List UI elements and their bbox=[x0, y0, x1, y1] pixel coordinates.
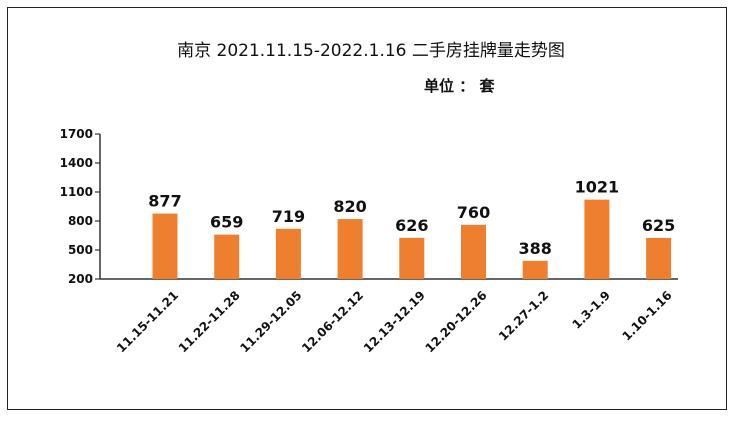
chart-title: 南京 2021.11.15-2022.1.16 二手房挂牌量走势图 bbox=[177, 41, 565, 61]
bar-value-label: 877 bbox=[148, 192, 181, 211]
bar-value-label: 820 bbox=[333, 197, 366, 216]
bar bbox=[461, 224, 486, 279]
y-tick-label: 500 bbox=[68, 243, 93, 257]
x-tick-label: 12.27-1.2 bbox=[496, 288, 551, 343]
bar-value-label: 625 bbox=[642, 216, 675, 235]
x-tick-label: 11.15-11.21 bbox=[114, 288, 181, 355]
x-tick-label: 11.22-11.28 bbox=[176, 288, 243, 355]
x-ticks: 11.15-11.2111.22-11.2811.29-12.0512.06-1… bbox=[114, 288, 675, 355]
bar bbox=[522, 260, 548, 279]
y-tick-label: 1700 bbox=[60, 127, 93, 141]
bar bbox=[399, 237, 425, 279]
bars bbox=[152, 199, 672, 279]
y-tick-label: 200 bbox=[68, 272, 93, 286]
unit-label: 单位 ： 套 bbox=[424, 77, 495, 95]
y-tick-label: 800 bbox=[68, 214, 93, 228]
bar bbox=[214, 234, 240, 279]
bar-value-label: 760 bbox=[457, 203, 490, 222]
bar bbox=[584, 199, 610, 279]
bar bbox=[275, 228, 301, 279]
bar-value-label: 659 bbox=[210, 213, 243, 232]
x-tick-label: 12.06-12.12 bbox=[299, 288, 366, 355]
x-tick-label: 1.10-1.16 bbox=[619, 288, 674, 343]
bar bbox=[646, 237, 672, 279]
y-tick-label: 1100 bbox=[60, 185, 93, 199]
bar bbox=[152, 213, 178, 279]
bar-value-label: 1021 bbox=[575, 178, 620, 197]
x-tick-label: 12.13-12.19 bbox=[361, 288, 428, 355]
y-ticks: 200 500 800 1100 1400 1700 bbox=[60, 127, 100, 286]
bar bbox=[337, 219, 363, 279]
x-tick-label: 12.20-12.26 bbox=[423, 288, 490, 355]
x-tick-label: 1.3-1.9 bbox=[570, 288, 613, 331]
data-labels: 877 659 719 820 626 760 388 1021 625 bbox=[148, 178, 675, 258]
bar-value-label: 388 bbox=[518, 239, 551, 258]
bar-value-label: 719 bbox=[272, 207, 305, 226]
y-tick-label: 1400 bbox=[60, 156, 93, 170]
x-tick-label: 11.29-12.05 bbox=[237, 288, 304, 355]
bar-value-label: 626 bbox=[395, 216, 428, 235]
